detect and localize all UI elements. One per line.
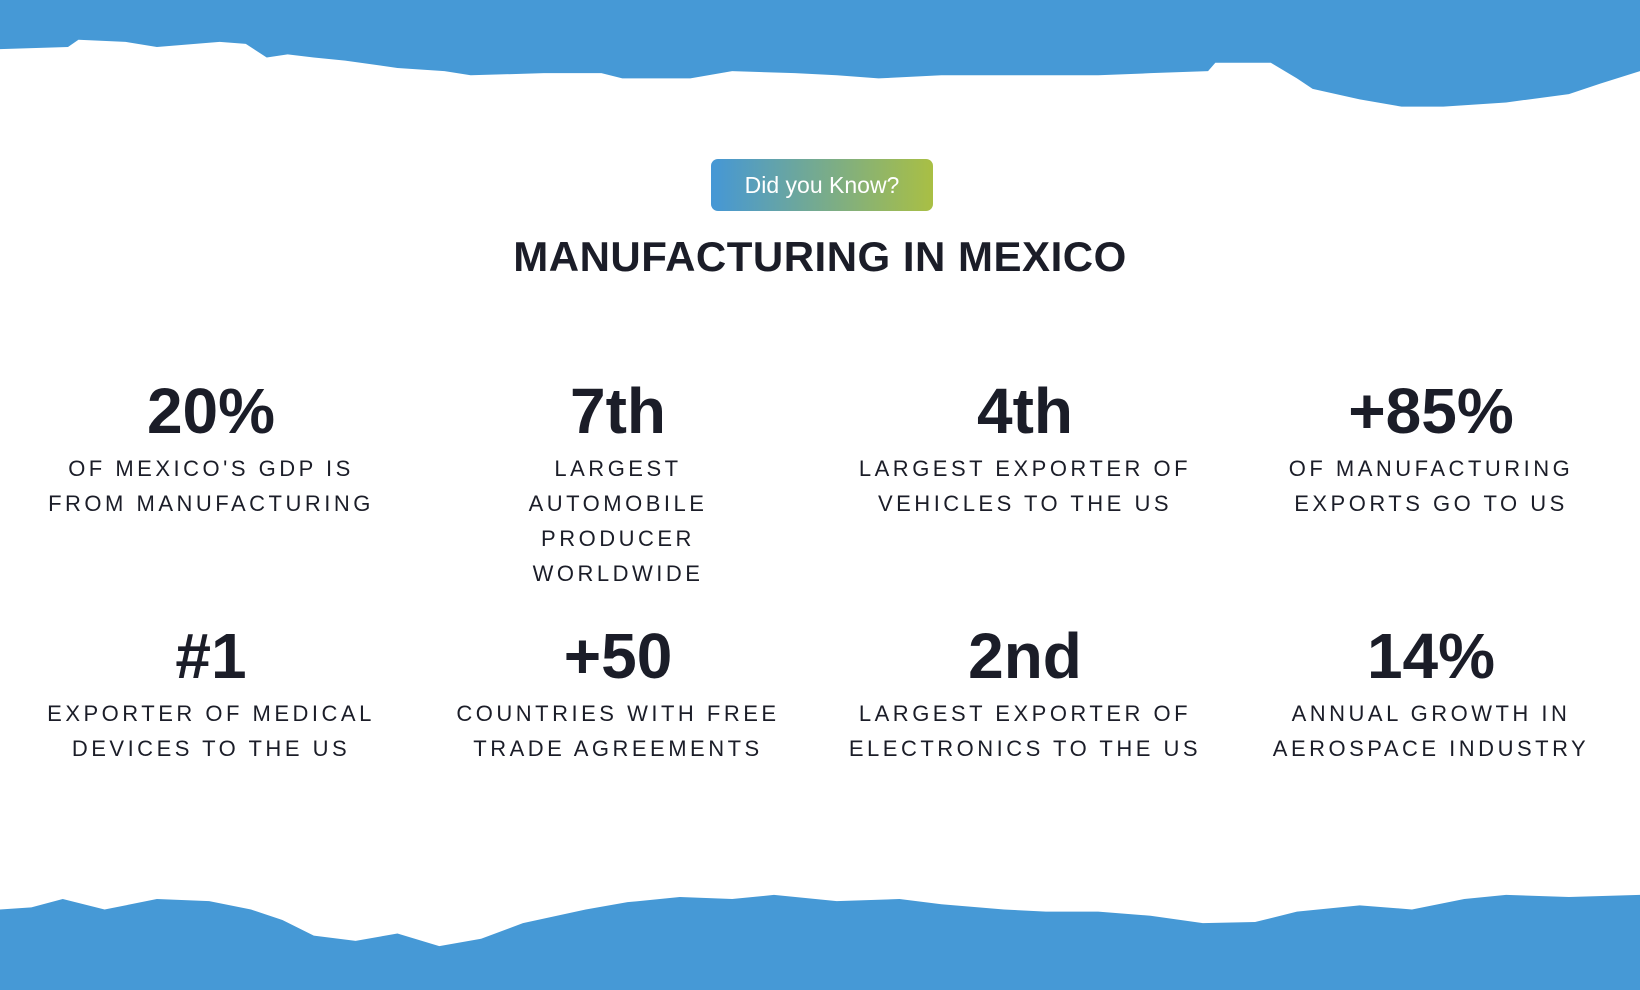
stat-value: 7th (570, 375, 666, 447)
stat-label: LARGEST AUTOMOBILE PRODUCER WORLDWIDE (528, 456, 708, 586)
stat-trade: +50 COUNTRIES WITH FREE TRADE AGREEMENTS (418, 620, 818, 766)
stat-value: 20% (146, 375, 276, 447)
stat-label: LARGEST EXPORTER OF VEHICLES TO THE US (858, 456, 1192, 516)
stat-value: 4th (977, 375, 1073, 447)
stat-value: #1 (175, 620, 247, 692)
stat-vehicles: 4th LARGEST EXPORTER OF VEHICLES TO THE … (825, 375, 1225, 521)
top-torn-band (0, 0, 1640, 107)
page-title: MANUFACTURING IN MEXICO (513, 233, 1127, 280)
stat-value: 14% (1366, 620, 1496, 692)
stat-value: +50 (563, 620, 673, 692)
stat-label: EXPORTER OF MEDICAL DEVICES TO THE US (47, 701, 375, 761)
stat-electronics: 2nd LARGEST EXPORTER OF ELECTRONICS TO T… (825, 620, 1225, 766)
bottom-torn-band (0, 894, 1640, 990)
stat-automobile: 7th LARGEST AUTOMOBILE PRODUCER WORLDWID… (418, 375, 818, 591)
did-you-know-badge: Did you Know? (711, 159, 933, 211)
stat-exports: +85% OF MANUFACTURING EXPORTS GO TO US (1231, 375, 1631, 521)
stat-value: 2nd (968, 620, 1082, 692)
stat-gdp: 20% OF MEXICO'S GDP IS FROM MANUFACTURIN… (11, 375, 411, 521)
stat-label: LARGEST EXPORTER OF ELECTRONICS TO THE U… (848, 701, 1202, 761)
stat-aerospace: 14% ANNUAL GROWTH IN AEROSPACE INDUSTRY (1231, 620, 1631, 766)
stat-label: COUNTRIES WITH FREE TRADE AGREEMENTS (456, 701, 780, 761)
stat-label: OF MANUFACTURING EXPORTS GO TO US (1288, 456, 1574, 516)
stat-label: ANNUAL GROWTH IN AEROSPACE INDUSTRY (1272, 701, 1590, 761)
stat-medical: #1 EXPORTER OF MEDICAL DEVICES TO THE US (11, 620, 411, 766)
stat-label: OF MEXICO'S GDP IS FROM MANUFACTURING (48, 456, 374, 516)
stat-value: +85% (1348, 375, 1514, 447)
